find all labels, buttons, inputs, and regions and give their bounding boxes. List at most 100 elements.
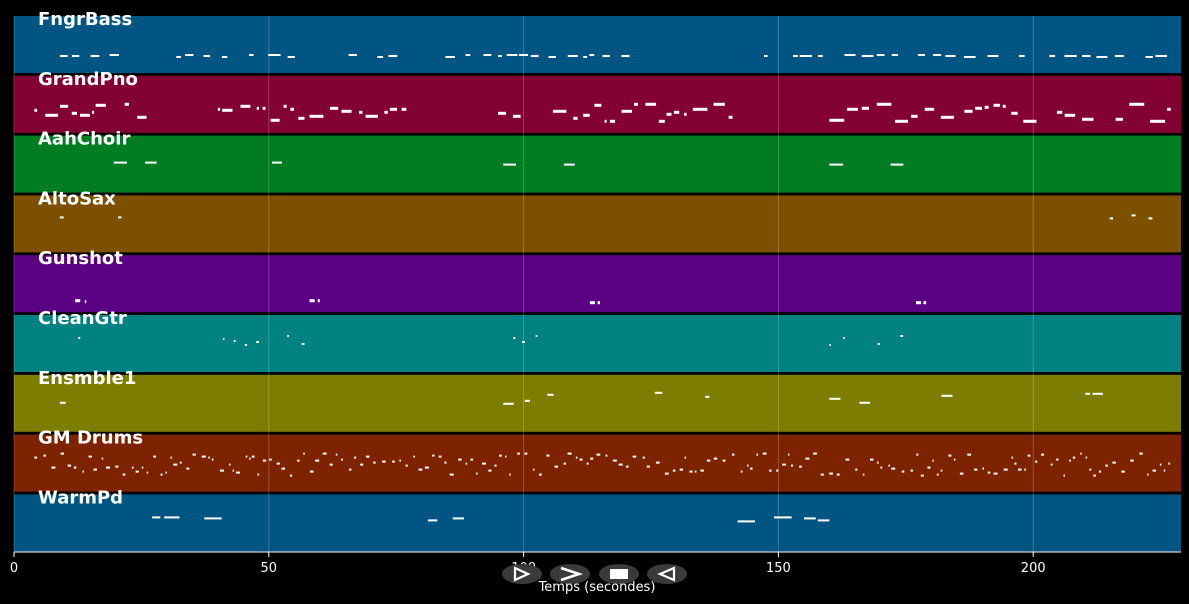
note: [880, 466, 883, 469]
note: [1150, 119, 1166, 123]
note: [987, 55, 999, 57]
note: [452, 517, 464, 520]
note: [59, 55, 68, 57]
note: [185, 54, 194, 56]
playback-controls[interactable]: [502, 564, 687, 584]
note: [936, 473, 939, 476]
note: [829, 344, 831, 346]
note: [1069, 459, 1071, 462]
note: [910, 469, 914, 472]
note: [642, 456, 645, 459]
note: [360, 463, 364, 466]
track-lane: [14, 374, 1181, 432]
note: [90, 55, 100, 57]
note: [95, 103, 106, 107]
note: [115, 465, 119, 468]
note: [322, 452, 327, 455]
note: [945, 55, 956, 57]
note: [498, 55, 502, 57]
note: [1121, 470, 1125, 473]
play-button[interactable]: [502, 564, 542, 584]
note: [1148, 217, 1153, 220]
note: [506, 54, 518, 56]
note: [605, 454, 608, 457]
note: [59, 216, 64, 219]
note: [1027, 454, 1031, 457]
note: [1011, 456, 1014, 459]
note-events: [34, 54, 1171, 523]
note: [78, 337, 81, 339]
note: [1109, 217, 1114, 220]
note: [82, 470, 85, 473]
note: [658, 119, 665, 123]
x-tick-label: 50: [261, 561, 278, 576]
note: [861, 55, 874, 57]
note: [1152, 469, 1156, 472]
note: [940, 469, 943, 472]
note: [503, 163, 516, 166]
track-label: GM Drums: [38, 428, 143, 449]
note: [621, 55, 630, 57]
note: [269, 458, 272, 461]
note: [829, 163, 844, 166]
note: [146, 471, 149, 474]
note: [763, 55, 768, 57]
note: [932, 459, 934, 462]
note: [289, 474, 293, 477]
note: [524, 399, 530, 402]
note: [692, 107, 708, 111]
note: [948, 454, 952, 457]
note: [256, 341, 259, 343]
note: [740, 470, 743, 473]
note: [67, 464, 72, 467]
note: [244, 344, 248, 346]
note: [813, 452, 817, 455]
note: [1050, 463, 1053, 466]
note: [877, 343, 880, 345]
note: [634, 102, 638, 106]
note: [927, 466, 931, 469]
note: [1024, 468, 1026, 471]
note: [287, 56, 295, 58]
note: [920, 474, 924, 477]
note: [201, 455, 206, 458]
note: [135, 470, 139, 473]
note: [836, 473, 840, 476]
note: [916, 301, 922, 305]
note: [876, 102, 892, 106]
note: [843, 337, 845, 339]
note: [287, 335, 289, 337]
note: [233, 340, 236, 342]
note: [728, 115, 733, 119]
note: [901, 470, 905, 473]
note: [547, 393, 554, 396]
note: [301, 343, 305, 345]
track-lanes: [14, 16, 1181, 552]
note: [532, 468, 535, 471]
note: [445, 56, 455, 58]
track-lane: [14, 434, 1181, 492]
note: [1098, 470, 1101, 473]
note: [890, 163, 904, 166]
note: [217, 107, 221, 111]
note: [705, 395, 710, 398]
note: [589, 301, 595, 305]
note: [861, 106, 869, 110]
track-label: Ensmble1: [38, 368, 136, 389]
note: [1131, 214, 1136, 217]
note: [315, 459, 320, 462]
note: [204, 517, 222, 520]
note: [59, 104, 69, 108]
note: [1115, 117, 1123, 121]
note: [563, 462, 566, 465]
note: [1023, 119, 1037, 123]
note: [329, 463, 333, 466]
note: [747, 464, 749, 467]
stop-button[interactable]: [599, 564, 639, 584]
note: [465, 54, 471, 56]
track-label: Gunshot: [38, 248, 123, 269]
fast-forward-button[interactable]: [550, 564, 590, 584]
rewind-button[interactable]: [647, 564, 687, 584]
note: [449, 473, 454, 476]
note: [43, 454, 46, 457]
